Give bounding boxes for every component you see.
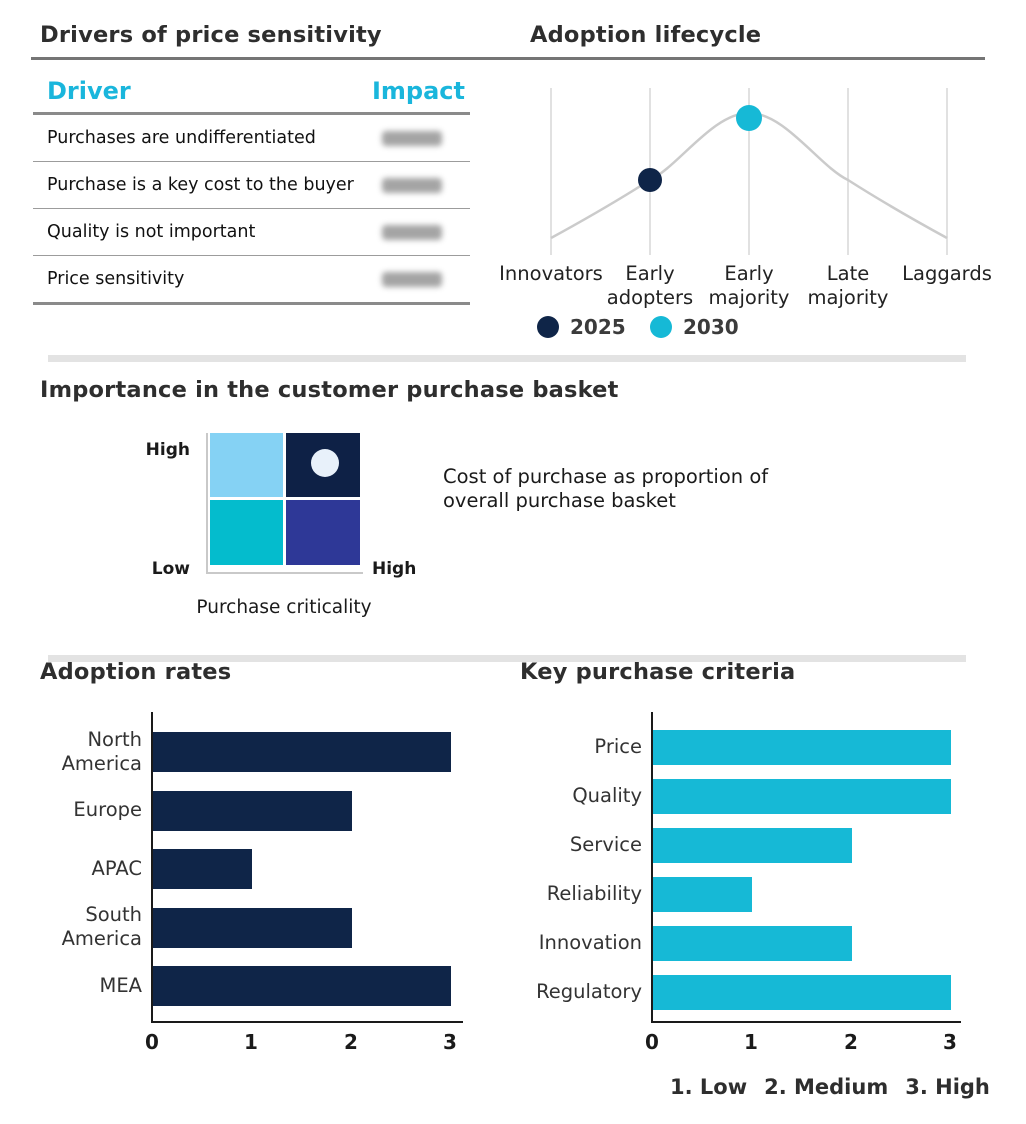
x-tick: 2 <box>344 1030 358 1054</box>
basket-title: Importance in the customer purchase bask… <box>40 377 619 403</box>
bar-north-america <box>153 732 451 772</box>
x-tick: 1 <box>744 1030 758 1054</box>
impact-cell-redacted <box>382 224 442 240</box>
bar-label: Europe <box>73 798 142 821</box>
matrix-y-axis <box>206 433 208 574</box>
col-header-driver: Driver <box>47 77 131 105</box>
impact-cell-redacted <box>382 130 442 146</box>
matrix-x-high-label: High <box>372 559 417 579</box>
x-category: Early majority <box>708 262 790 309</box>
bar-label: North America <box>61 728 142 775</box>
table-row: Purchases are undifferentiated <box>33 115 470 162</box>
scale-note-low: 1. Low <box>670 1075 748 1099</box>
bar-innovation <box>653 926 852 961</box>
section-divider <box>48 355 966 362</box>
drivers-table: Purchases are undifferentiated Purchase … <box>33 115 470 305</box>
drivers-title: Drivers of price sensitivity <box>40 22 382 48</box>
bar-label: APAC <box>91 857 142 880</box>
bar-apac <box>153 849 253 889</box>
matrix-y-high-label: High <box>145 440 190 460</box>
impact-cell-redacted <box>382 177 442 193</box>
table-row: Purchase is a key cost to the buyer <box>33 162 470 209</box>
matrix-x-axis-title: Purchase criticality <box>196 597 372 618</box>
point-2025 <box>638 168 662 192</box>
bar-label: Quality <box>572 784 642 807</box>
table-row: Quality is not important <box>33 209 470 256</box>
driver-cell: Purchases are undifferentiated <box>47 128 316 148</box>
bar-service <box>653 828 852 863</box>
col-header-impact: Impact <box>371 77 465 105</box>
lifecycle-title: Adoption lifecycle <box>530 22 762 48</box>
bar-label: Reliability <box>546 882 642 905</box>
driver-cell: Quality is not important <box>47 222 256 242</box>
basket-annotation: Cost of purchase as proportion of overal… <box>443 465 769 512</box>
bar-label: Service <box>569 833 642 856</box>
bar-europe <box>153 790 352 831</box>
x-tick: 3 <box>943 1030 957 1054</box>
quadrant-top-left <box>210 433 283 497</box>
adoption-x-axis <box>151 1021 463 1023</box>
bar-reliability <box>653 877 753 912</box>
legend-label-2025: 2025 <box>570 315 626 339</box>
bar-regulatory <box>653 975 951 1010</box>
quadrant-bottom-left <box>210 500 283 565</box>
matrix-marker-dot <box>311 449 339 477</box>
legend-dot-2030 <box>650 316 672 338</box>
x-tick: 0 <box>145 1030 159 1054</box>
bar-label: Regulatory <box>536 980 642 1003</box>
matrix-x-axis <box>206 572 363 574</box>
table-row: Price sensitivity <box>33 256 470 305</box>
x-category: Early adopters <box>606 262 694 309</box>
scale-note: 1. Low 2. Medium 3. High <box>670 1075 1007 1099</box>
scale-note-medium: 2. Medium <box>764 1075 889 1099</box>
legend-dot-2025 <box>537 316 559 338</box>
scale-note-high: 3. High <box>905 1075 990 1099</box>
bar-price <box>653 730 951 765</box>
bar-label: Innovation <box>538 931 642 954</box>
adoption-y-axis <box>151 712 153 1023</box>
legend-label-2030: 2030 <box>683 315 739 339</box>
x-tick: 2 <box>844 1030 858 1054</box>
x-tick: 1 <box>244 1030 258 1054</box>
x-tick: 0 <box>645 1030 659 1054</box>
quadrant-bottom-right <box>286 500 360 565</box>
impact-cell-redacted <box>382 271 442 287</box>
purchase-criteria-title: Key purchase criteria <box>520 659 796 685</box>
criteria-x-axis <box>651 1021 961 1023</box>
adoption-rates-title: Adoption rates <box>40 659 232 685</box>
bar-quality <box>653 779 951 814</box>
criteria-y-axis <box>651 712 653 1023</box>
section-divider <box>48 655 966 662</box>
bar-label: MEA <box>99 974 143 997</box>
bar-south-america <box>153 907 352 948</box>
x-category: Late majority <box>807 262 889 309</box>
top-rule <box>31 57 985 60</box>
driver-cell: Price sensitivity <box>47 269 185 289</box>
point-2030 <box>736 105 762 131</box>
bar-label: Price <box>594 735 642 758</box>
x-category: Laggards <box>902 262 992 285</box>
x-tick: 3 <box>443 1030 457 1054</box>
bar-mea <box>153 966 451 1006</box>
bar-label: South America <box>61 903 142 950</box>
driver-cell: Purchase is a key cost to the buyer <box>47 175 354 195</box>
table-header-rule <box>33 112 470 115</box>
lifecycle-chart <box>550 88 948 255</box>
x-category: Innovators <box>499 262 603 285</box>
matrix-y-low-label: Low <box>151 559 190 579</box>
